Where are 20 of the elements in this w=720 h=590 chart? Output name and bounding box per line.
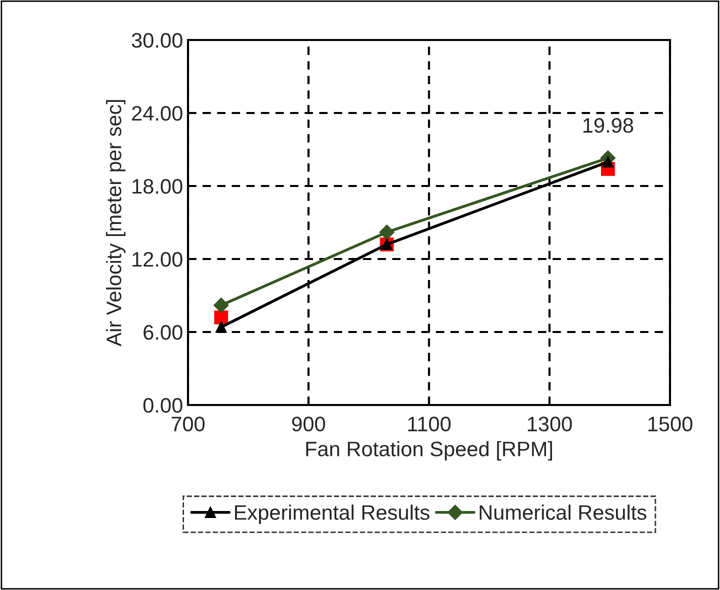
y-tick-label: 24.00 bbox=[132, 106, 182, 121]
point bbox=[214, 310, 228, 324]
legend-label: Experimental Results bbox=[235, 504, 430, 524]
x-tick-label: 1500 bbox=[648, 416, 692, 432]
y-tick-label: 0.00 bbox=[143, 398, 182, 413]
y-tick-label: 18.00 bbox=[132, 179, 182, 194]
x-tick-label: 700 bbox=[172, 416, 205, 432]
x-axis-title: Fan Rotation Speed [RPM] bbox=[306, 441, 552, 461]
x-tick-label: 1100 bbox=[408, 416, 451, 432]
x-tick-label: 1300 bbox=[528, 416, 572, 432]
point bbox=[216, 322, 227, 333]
data-label: 19.98 bbox=[583, 118, 634, 133]
y-tick-label: 12.00 bbox=[132, 252, 182, 267]
y-tick-label: 6.00 bbox=[144, 325, 182, 340]
y-tick-label: 30.00 bbox=[132, 33, 182, 48]
y-axis-title: Air Velocity [meter per sec] bbox=[106, 100, 126, 346]
point bbox=[379, 224, 394, 240]
point bbox=[214, 298, 229, 313]
x-tick-label: 900 bbox=[292, 416, 326, 432]
legend-label: Numerical Results bbox=[480, 504, 646, 520]
